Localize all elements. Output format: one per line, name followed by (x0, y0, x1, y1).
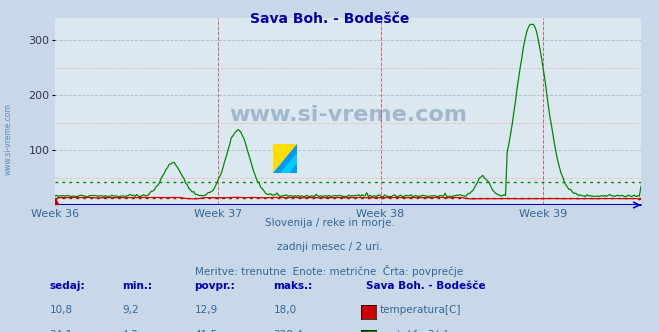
Text: 4,3: 4,3 (122, 330, 138, 332)
Text: Sava Boh. - Bodešče: Sava Boh. - Bodešče (250, 12, 409, 26)
Text: 9,2: 9,2 (122, 305, 138, 315)
Polygon shape (281, 154, 297, 173)
Text: 18,0: 18,0 (273, 305, 297, 315)
Text: temperatura[C]: temperatura[C] (380, 305, 461, 315)
Text: Sava Boh. - Bodešče: Sava Boh. - Bodešče (366, 281, 486, 290)
Text: 10,8: 10,8 (49, 305, 72, 315)
Polygon shape (273, 144, 297, 173)
Text: www.si-vreme.com: www.si-vreme.com (229, 105, 467, 125)
Text: 41,5: 41,5 (194, 330, 217, 332)
Text: pretok[m3/s]: pretok[m3/s] (380, 330, 447, 332)
Text: Slovenija / reke in morje.: Slovenija / reke in morje. (264, 218, 395, 228)
Text: www.si-vreme.com: www.si-vreme.com (3, 104, 13, 175)
Text: 34,1: 34,1 (49, 330, 72, 332)
Polygon shape (273, 144, 297, 173)
Text: zadnji mesec / 2 uri.: zadnji mesec / 2 uri. (277, 241, 382, 252)
Text: min.:: min.: (122, 281, 152, 290)
Text: Meritve: trenutne  Enote: metrične  Črta: povprečje: Meritve: trenutne Enote: metrične Črta: … (195, 265, 464, 277)
Text: sedaj:: sedaj: (49, 281, 85, 290)
Text: 12,9: 12,9 (194, 305, 217, 315)
Text: 328,4: 328,4 (273, 330, 303, 332)
Text: maks.:: maks.: (273, 281, 313, 290)
Text: povpr.:: povpr.: (194, 281, 235, 290)
